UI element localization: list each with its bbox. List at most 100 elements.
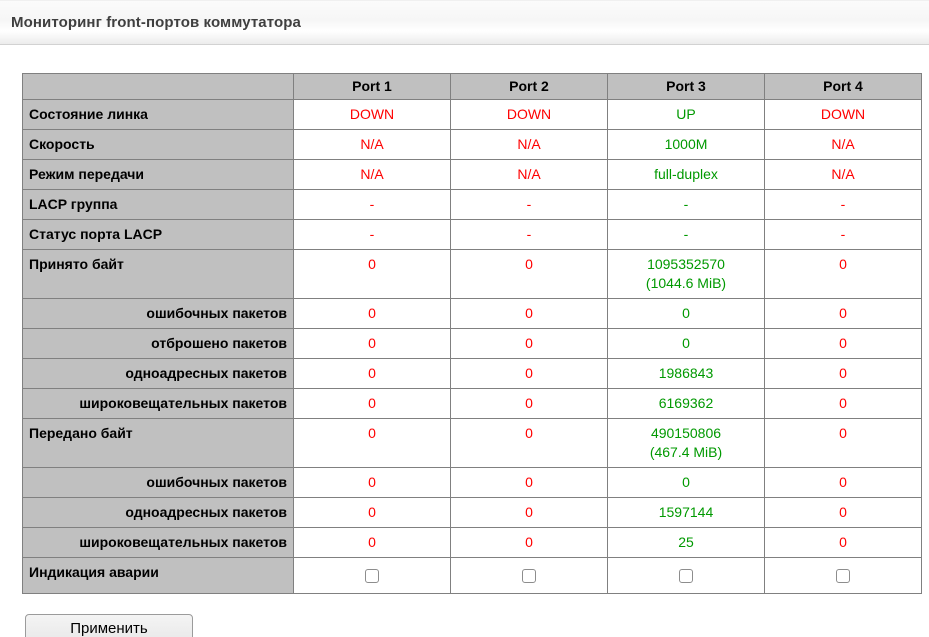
cell-port-4 — [764, 557, 922, 594]
row-label: Скорость — [22, 129, 294, 160]
cell-port-4: 0 — [764, 527, 922, 558]
cell-port-1 — [293, 557, 451, 594]
alarm-indication-checkbox-port-2[interactable] — [522, 569, 536, 584]
cell-port-1: 0 — [293, 388, 451, 419]
cell-port-4: 0 — [764, 418, 922, 468]
table-row: широковещательных пакетов 0 0 25 0 — [22, 527, 922, 558]
table-row: ошибочных пакетов 0 0 0 0 — [22, 298, 922, 329]
row-label: Статус порта LACP — [22, 219, 294, 250]
row-label: ошибочных пакетов — [22, 298, 294, 329]
cell-port-3: 1597144 — [607, 497, 765, 528]
row-label: ошибочных пакетов — [22, 467, 294, 498]
table-row: ошибочных пакетов 0 0 0 0 — [22, 467, 922, 498]
cell-port-4: - — [764, 189, 922, 220]
cell-port-1: 0 — [293, 358, 451, 389]
row-label: Режим передачи — [22, 159, 294, 190]
alarm-indication-checkbox-port-1[interactable] — [365, 569, 379, 584]
cell-port-2: - — [450, 189, 608, 220]
cell-port-2: 0 — [450, 527, 608, 558]
column-header-port-2: Port 2 — [450, 73, 608, 100]
row-label: широковещательных пакетов — [22, 527, 294, 558]
apply-button[interactable]: Применить — [25, 614, 193, 637]
cell-port-3: UP — [607, 99, 765, 130]
cell-port-3: 490150806 (467.4 MiB) — [607, 418, 765, 468]
port-table-body: Состояние линка DOWN DOWN UP DOWN Скорость N/A… — [22, 99, 922, 594]
cell-port-2: 0 — [450, 298, 608, 329]
cell-port-3 — [607, 557, 765, 594]
cell-port-2: 0 — [450, 358, 608, 389]
table-header-row: Port 1 Port 2 Port 3 Port 4 — [22, 73, 922, 100]
cell-port-1: 0 — [293, 249, 451, 299]
corner-cell — [22, 73, 294, 100]
actions-bar: Применить — [0, 594, 929, 637]
cell-port-1: - — [293, 189, 451, 220]
row-label: отброшено пакетов — [22, 328, 294, 359]
cell-port-1: N/A — [293, 159, 451, 190]
cell-port-3: - — [607, 219, 765, 250]
cell-port-3: full-duplex — [607, 159, 765, 190]
cell-port-2: 0 — [450, 497, 608, 528]
cell-port-1: 0 — [293, 298, 451, 329]
cell-port-1: 0 — [293, 418, 451, 468]
cell-port-4: 0 — [764, 328, 922, 359]
cell-port-3: 1000M — [607, 129, 765, 160]
cell-port-2: N/A — [450, 159, 608, 190]
cell-port-4: DOWN — [764, 99, 922, 130]
cell-port-2: 0 — [450, 418, 608, 468]
cell-port-3: 0 — [607, 298, 765, 329]
cell-port-2: 0 — [450, 249, 608, 299]
cell-port-4: - — [764, 219, 922, 250]
cell-port-3: 1095352570 (1044.6 MiB) — [607, 249, 765, 299]
cell-port-4: 0 — [764, 497, 922, 528]
cell-port-2 — [450, 557, 608, 594]
table-row: Состояние линка DOWN DOWN UP DOWN — [22, 99, 922, 130]
table-row: LACP группа - - - - — [22, 189, 922, 220]
cell-port-3: 6169362 — [607, 388, 765, 419]
cell-port-3: 25 — [607, 527, 765, 558]
column-header-port-3: Port 3 — [607, 73, 765, 100]
port-monitoring-table: Port 1 Port 2 Port 3 Port 4 Состояние линка… — [22, 73, 922, 594]
row-label: Принято байт — [22, 249, 294, 299]
cell-port-2: 0 — [450, 328, 608, 359]
table-row: Индикация аварии — [22, 557, 922, 594]
cell-port-4: 0 — [764, 358, 922, 389]
table-row: одноадресных пакетов 0 0 1986843 0 — [22, 358, 922, 389]
cell-port-1: 0 — [293, 328, 451, 359]
cell-port-3: 0 — [607, 328, 765, 359]
cell-port-2: 0 — [450, 467, 608, 498]
table-row: Принято байт 0 0 1095352570 (1044.6 MiB) 0 — [22, 249, 922, 299]
cell-port-2: DOWN — [450, 99, 608, 130]
row-label: широковещательных пакетов — [22, 388, 294, 419]
row-label: LACP группа — [22, 189, 294, 220]
cell-port-2: - — [450, 219, 608, 250]
cell-port-1: - — [293, 219, 451, 250]
cell-port-4: 0 — [764, 388, 922, 419]
cell-port-4: N/A — [764, 159, 922, 190]
row-label: Передано байт — [22, 418, 294, 468]
row-label: Индикация аварии — [22, 557, 294, 594]
page-title: Мониторинг front-портов коммутатора — [11, 14, 301, 31]
cell-port-1: 0 — [293, 527, 451, 558]
cell-port-3: 1986843 — [607, 358, 765, 389]
cell-port-2: 0 — [450, 388, 608, 419]
main-content: Port 1 Port 2 Port 3 Port 4 Состояние линка… — [0, 45, 929, 594]
row-label: одноадресных пакетов — [22, 497, 294, 528]
cell-port-4: 0 — [764, 298, 922, 329]
alarm-indication-checkbox-port-4[interactable] — [836, 569, 850, 584]
row-label: Состояние линка — [22, 99, 294, 130]
table-row: Статус порта LACP - - - - — [22, 219, 922, 250]
column-header-port-4: Port 4 — [764, 73, 922, 100]
cell-port-4: 0 — [764, 467, 922, 498]
column-header-port-1: Port 1 — [293, 73, 451, 100]
page-header: Мониторинг front-портов коммутатора — [0, 0, 929, 45]
cell-port-3: - — [607, 189, 765, 220]
table-row: Передано байт 0 0 490150806 (467.4 MiB) 0 — [22, 418, 922, 468]
table-row: Режим передачи N/A N/A full-duplex N/A — [22, 159, 922, 190]
cell-port-1: 0 — [293, 467, 451, 498]
table-row: одноадресных пакетов 0 0 1597144 0 — [22, 497, 922, 528]
table-row: отброшено пакетов 0 0 0 0 — [22, 328, 922, 359]
cell-port-2: N/A — [450, 129, 608, 160]
table-row: широковещательных пакетов 0 0 6169362 0 — [22, 388, 922, 419]
alarm-indication-checkbox-port-3[interactable] — [679, 569, 693, 584]
row-label: одноадресных пакетов — [22, 358, 294, 389]
